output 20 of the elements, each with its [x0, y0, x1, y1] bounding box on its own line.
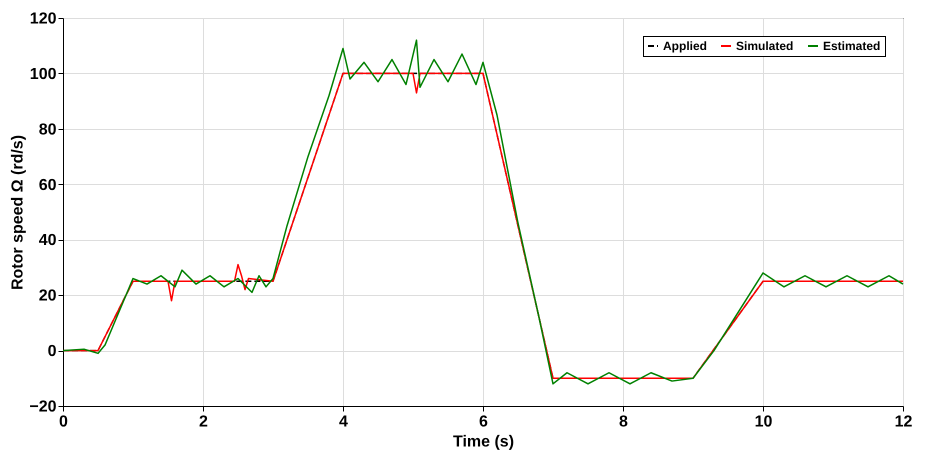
y-tick-label: 0 — [48, 343, 57, 360]
x-tick-label: 10 — [754, 414, 772, 430]
x-tick-label: 8 — [619, 414, 628, 430]
legend-label: Simulated — [736, 39, 794, 53]
y-tick-label: 20 — [38, 288, 57, 305]
y-axis-title: Rotor speed Ω (rd/s) — [9, 134, 26, 290]
y-tick-label: 40 — [38, 232, 57, 250]
legend-label: Applied — [663, 39, 707, 53]
y-tick-label: 80 — [38, 121, 57, 138]
y-tick-label: 120 — [30, 10, 57, 28]
y-tick-label: −20 — [29, 398, 57, 416]
x-tick-label: 2 — [199, 414, 208, 430]
x-tick-label: 12 — [894, 414, 912, 430]
y-tick-label: 100 — [30, 66, 57, 83]
legend-label: Estimated — [823, 39, 880, 53]
y-tick-label: 60 — [38, 176, 57, 194]
x-tick-label: 6 — [479, 414, 488, 430]
x-axis-title: Time (s) — [452, 434, 514, 450]
x-tick-label: 4 — [339, 414, 348, 430]
x-tick-label: 0 — [59, 414, 68, 430]
